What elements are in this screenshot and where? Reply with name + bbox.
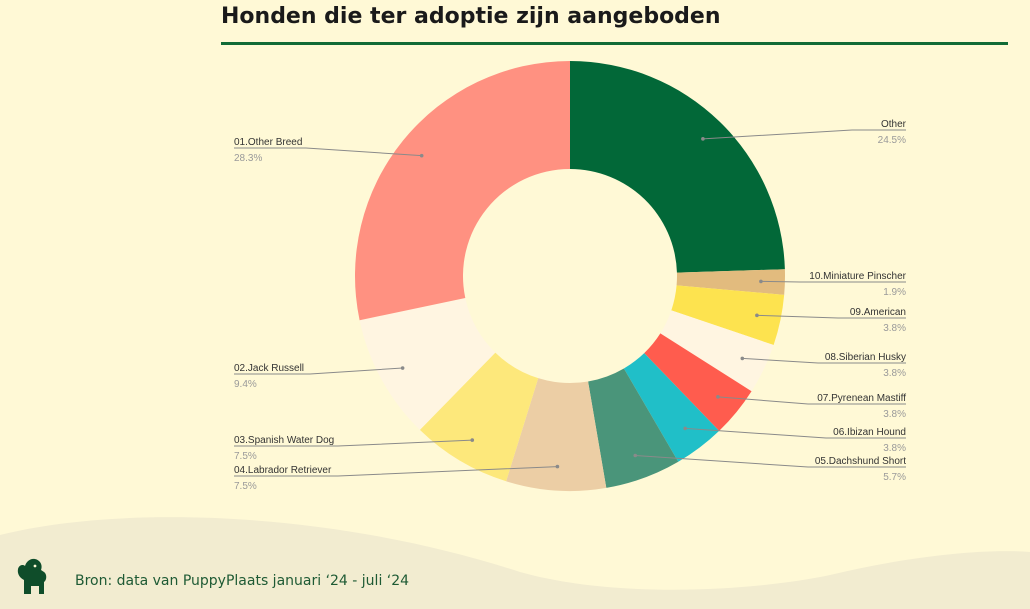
leader-line-other-breed <box>234 147 422 157</box>
leader-dot-other <box>701 137 705 141</box>
label-name-other-breed: 01.Other Breed <box>234 137 302 148</box>
label-value-american: 3.8% <box>883 323 906 334</box>
label-value-other-breed: 28.3% <box>234 153 262 164</box>
leader-dot-jack-russell <box>400 366 405 370</box>
slice-siberian-husky <box>660 310 774 392</box>
slice-other-breed <box>355 61 570 321</box>
label-name-other: Other <box>881 119 907 130</box>
leader-dot-american <box>755 313 759 318</box>
label-name-dachshund-short: 05.Dachshund Short <box>815 456 906 467</box>
label-name-american: 09.American <box>850 307 906 318</box>
slice-other <box>570 61 785 273</box>
label-value-dachshund-short: 5.7% <box>883 472 906 483</box>
slice-ibizan-hound <box>623 353 720 462</box>
leader-dot-miniature-pinscher <box>759 279 763 284</box>
slice-jack-russell <box>359 298 496 430</box>
leader-dot-siberian-husky <box>740 356 745 361</box>
slice-dachshund-short <box>588 368 679 488</box>
leader-dot-pyrenean-mastiff <box>716 395 720 399</box>
leader-line-ibizan-hound <box>685 427 906 439</box>
label-value-pyrenean-mastiff: 3.8% <box>883 409 906 420</box>
leader-line-jack-russell <box>234 367 403 375</box>
slice-american <box>671 285 785 346</box>
leader-line-other <box>702 129 906 140</box>
leader-dot-ibizan-hound <box>683 426 687 431</box>
leader-line-pyrenean-mastiff <box>717 396 906 405</box>
leader-dot-other-breed <box>419 153 424 158</box>
source-note: Bron: data van PuppyPlaats januari ‘24 -… <box>75 573 410 589</box>
label-name-spanish-water-dog: 03.Spanish Water Dog <box>234 435 334 446</box>
title-divider <box>221 42 1008 45</box>
label-value-jack-russell: 9.4% <box>234 379 257 390</box>
leader-line-labrador-retriever <box>234 466 558 477</box>
label-value-miniature-pinscher: 1.9% <box>883 287 906 298</box>
leader-line-miniature-pinscher <box>760 280 906 283</box>
slice-labrador-retriever <box>506 378 607 491</box>
slice-miniature-pinscher <box>676 269 785 295</box>
leader-dot-dachshund-short <box>633 453 638 458</box>
label-value-siberian-husky: 3.8% <box>883 368 906 379</box>
label-value-labrador-retriever: 7.5% <box>234 481 257 492</box>
slice-spanish-water-dog <box>419 352 539 482</box>
label-name-pyrenean-mastiff: 07.Pyrenean Mastiff <box>817 393 906 404</box>
leader-dot-labrador-retriever <box>555 464 560 469</box>
leader-line-dachshund-short <box>635 455 906 468</box>
label-name-siberian-husky: 08.Siberian Husky <box>825 352 906 363</box>
label-name-jack-russell: 02.Jack Russell <box>234 363 304 374</box>
leader-line-american <box>756 314 906 319</box>
label-name-labrador-retriever: 04.Labrador Retriever <box>234 465 332 476</box>
slice-pyrenean-mastiff <box>644 333 752 431</box>
chart-title: Honden die ter adoptie zijn aangeboden <box>221 4 721 29</box>
label-name-ibizan-hound: 06.Ibizan Hound <box>833 427 906 438</box>
label-value-spanish-water-dog: 7.5% <box>234 451 257 462</box>
label-value-ibizan-hound: 3.8% <box>883 443 906 454</box>
leader-dot-spanish-water-dog <box>470 438 475 442</box>
leader-line-siberian-husky <box>742 357 906 364</box>
label-value-other: 24.5% <box>878 135 906 146</box>
label-name-miniature-pinscher: 10.Miniature Pinscher <box>809 271 906 282</box>
dog-silhouette-icon <box>14 556 50 601</box>
leader-line-spanish-water-dog <box>234 439 473 447</box>
